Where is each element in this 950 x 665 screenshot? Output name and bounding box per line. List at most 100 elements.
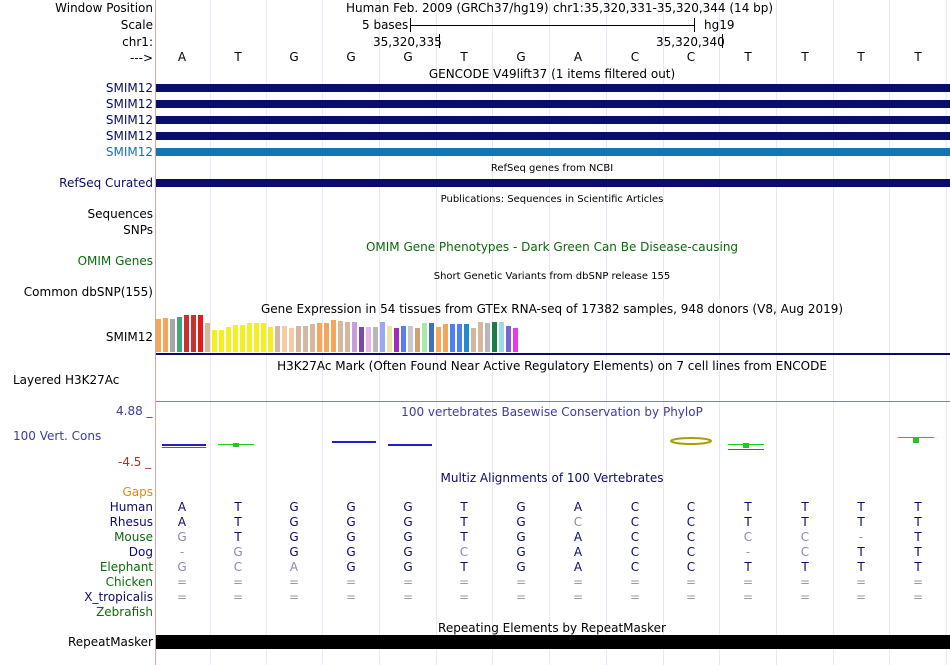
- refseq-gene[interactable]: [156, 179, 950, 187]
- gencode-item-label-3[interactable]: SMIM12: [105, 113, 153, 127]
- gtex-tissue-bar[interactable]: [436, 327, 441, 352]
- gtex-tissue-bar[interactable]: [429, 323, 434, 352]
- gtex-tissue-bar[interactable]: [485, 323, 490, 352]
- multiz-species-label[interactable]: Elephant: [99, 560, 153, 574]
- multiz-species-label[interactable]: Human: [109, 500, 153, 514]
- gtex-tissue-bar[interactable]: [170, 319, 175, 352]
- gtex-tissue-bar[interactable]: [310, 324, 315, 352]
- gtex-tissue-bar[interactable]: [443, 324, 448, 352]
- gtex-tissue-bar[interactable]: [359, 327, 364, 352]
- h3k27ac-track-label[interactable]: Layered H3K27Ac: [13, 373, 120, 387]
- multiz-gaps-label[interactable]: Gaps: [122, 485, 153, 499]
- base-gridline: [719, 0, 720, 665]
- gencode-transcript-1[interactable]: [156, 84, 950, 92]
- gtex-tissue-bar[interactable]: [492, 322, 497, 352]
- gtex-tissue-bar[interactable]: [499, 322, 504, 352]
- reference-base: C: [686, 50, 696, 64]
- multiz-aligned-base: C: [800, 530, 810, 544]
- multiz-aligned-base: =: [629, 590, 641, 604]
- gtex-tissue-bar[interactable]: [471, 328, 476, 352]
- gtex-tissue-bar[interactable]: [233, 325, 238, 352]
- gtex-tissue-bar[interactable]: [324, 323, 329, 352]
- gtex-tissue-bar[interactable]: [212, 330, 217, 352]
- gtex-tissue-bar[interactable]: [296, 326, 301, 352]
- gtex-tissue-bar[interactable]: [247, 323, 252, 352]
- gtex-track-label[interactable]: SMIM12: [105, 330, 153, 344]
- multiz-species-label[interactable]: Zebrafish: [96, 605, 153, 619]
- gtex-tissue-bar[interactable]: [366, 327, 371, 352]
- gtex-tissue-bar[interactable]: [345, 322, 350, 352]
- gtex-tissue-bar[interactable]: [289, 328, 294, 352]
- gencode-item-label-2[interactable]: SMIM12: [105, 97, 153, 111]
- gtex-tissue-bar[interactable]: [387, 326, 392, 352]
- gtex-tissue-bar[interactable]: [513, 328, 518, 352]
- multiz-aligned-base: C: [630, 545, 640, 559]
- gtex-tissue-bar[interactable]: [394, 328, 399, 352]
- phylop-segment-6-neg: [728, 449, 764, 450]
- gtex-tissue-bar[interactable]: [303, 326, 308, 352]
- multiz-aligned-base: T: [914, 545, 922, 559]
- multiz-species-label[interactable]: X_tropicalis: [84, 590, 153, 604]
- multiz-species-label[interactable]: Rhesus: [109, 515, 153, 529]
- gtex-tissue-bar[interactable]: [254, 323, 259, 352]
- base-gridline: [606, 0, 607, 665]
- publications-label-sequences[interactable]: Sequences: [87, 207, 153, 221]
- gtex-tissue-bar[interactable]: [198, 315, 203, 352]
- gtex-tissue-bar[interactable]: [163, 318, 168, 352]
- gencode-transcript-4[interactable]: [156, 132, 950, 140]
- gencode-transcript-5[interactable]: [156, 148, 950, 156]
- phylop-signal[interactable]: [156, 430, 950, 455]
- gtex-tissue-bar[interactable]: [506, 326, 511, 352]
- multiz-aligned-base: =: [912, 575, 924, 589]
- gencode-item-label-5[interactable]: SMIM12: [105, 145, 153, 159]
- gtex-tissue-bar[interactable]: [191, 315, 196, 352]
- gtex-tissue-bar[interactable]: [317, 323, 322, 352]
- gtex-tissue-bar[interactable]: [331, 320, 336, 352]
- multiz-species-label[interactable]: Chicken: [105, 575, 153, 589]
- refseq-track-label[interactable]: RefSeq Curated: [59, 176, 153, 190]
- gtex-tissue-bar[interactable]: [338, 321, 343, 352]
- gtex-tissue-bar[interactable]: [177, 317, 182, 352]
- gtex-tissue-bar[interactable]: [156, 319, 161, 352]
- gtex-tissue-bar[interactable]: [275, 326, 280, 352]
- gtex-tissue-bar[interactable]: [380, 322, 385, 352]
- scale-bar-left-tick: [410, 18, 411, 32]
- publications-label-snps[interactable]: SNPs: [123, 223, 153, 237]
- multiz-species-label[interactable]: Mouse: [114, 530, 153, 544]
- phylop-track-label[interactable]: 100 Vert. Cons: [13, 429, 102, 443]
- gtex-tissue-bar[interactable]: [464, 324, 469, 352]
- gtex-tissue-bar[interactable]: [401, 326, 406, 352]
- gtex-tissue-bar[interactable]: [373, 327, 378, 352]
- reference-base: T: [857, 50, 865, 64]
- repeatmasker-track-label[interactable]: RepeatMasker: [67, 635, 153, 649]
- gtex-tissue-bar[interactable]: [415, 328, 420, 352]
- gtex-tissue-bar[interactable]: [282, 326, 287, 352]
- multiz-aligned-base: G: [516, 515, 526, 529]
- gtex-tissue-bar[interactable]: [205, 323, 210, 352]
- gencode-transcript-2[interactable]: [156, 100, 950, 108]
- multiz-species-label[interactable]: Dog: [128, 545, 153, 559]
- gencode-item-label-4[interactable]: SMIM12: [105, 129, 153, 143]
- gtex-tissue-bar[interactable]: [219, 330, 224, 352]
- reference-base: T: [914, 50, 922, 64]
- gtex-tissue-bar[interactable]: [268, 327, 273, 352]
- gtex-tissue-bar[interactable]: [457, 324, 462, 352]
- gtex-tissue-bar[interactable]: [226, 327, 231, 352]
- h3k27ac-track-title: H3K27Ac Mark (Often Found Near Active Re…: [277, 359, 827, 373]
- gtex-tissue-bar[interactable]: [408, 326, 413, 352]
- dbsnp-track-label[interactable]: Common dbSNP(155): [23, 285, 153, 299]
- gtex-tissue-bar[interactable]: [240, 325, 245, 352]
- gtex-tissue-bar[interactable]: [261, 323, 266, 352]
- gencode-item-label-1[interactable]: SMIM12: [105, 81, 153, 95]
- omim-track-label[interactable]: OMIM Genes: [77, 254, 153, 268]
- multiz-aligned-base: T: [460, 515, 468, 529]
- gtex-tissue-bar[interactable]: [450, 324, 455, 352]
- scale-db: hg19: [704, 18, 735, 32]
- gtex-tissue-bar[interactable]: [478, 322, 483, 352]
- gtex-tissue-bar[interactable]: [422, 323, 427, 352]
- gencode-transcript-3[interactable]: [156, 116, 950, 124]
- gtex-tissue-bar[interactable]: [352, 322, 357, 352]
- coordinate-tick-mark-1: [439, 34, 440, 48]
- repeatmasker-element[interactable]: [156, 635, 950, 649]
- gtex-tissue-bar[interactable]: [184, 315, 189, 352]
